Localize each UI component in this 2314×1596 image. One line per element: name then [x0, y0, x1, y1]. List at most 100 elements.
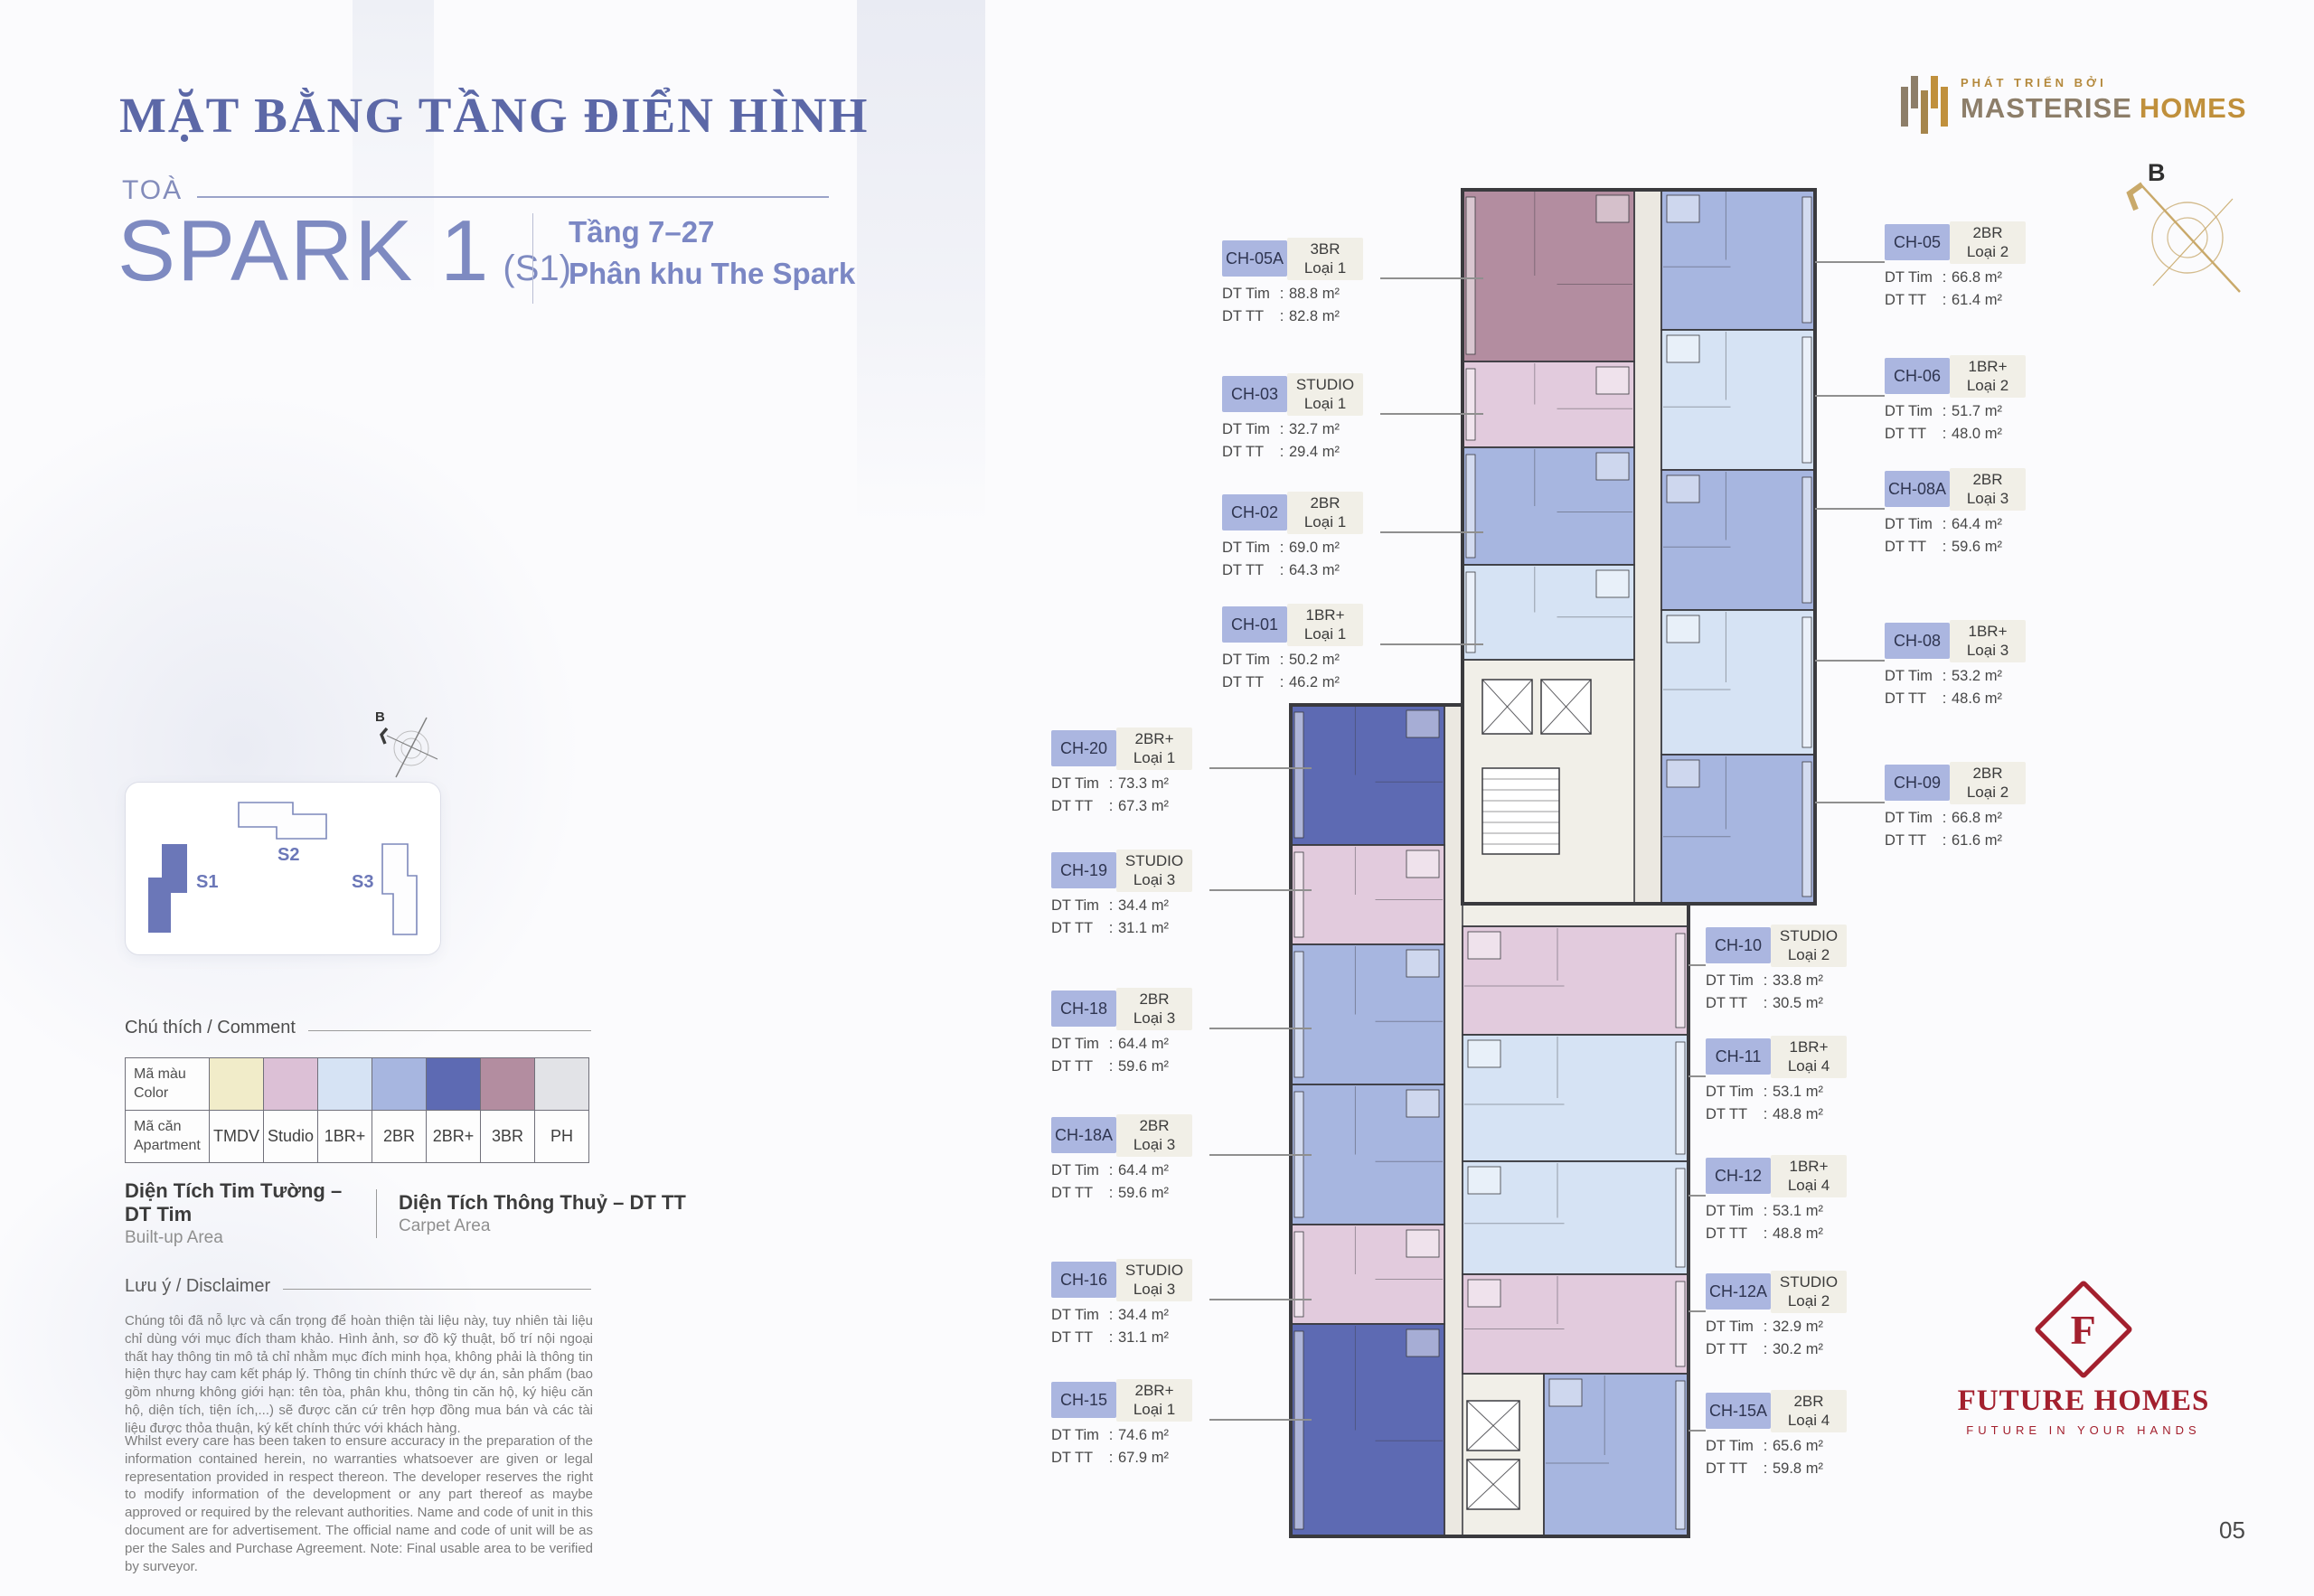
unit-variant-label: Loại 4 [1787, 1412, 1830, 1430]
unit-type-label: 2BR [1139, 1117, 1170, 1134]
dt-tt-label: DT TT [1051, 920, 1094, 937]
unit-type-box: 1BR+ Loại 4 [1771, 1036, 1847, 1078]
unit-type-box: 2BR Loại 2 [1950, 221, 2026, 264]
dt-tt-row: DT TT:67.9 m² [1051, 1449, 1209, 1468]
dt-tim-label: DT Tim [1051, 775, 1099, 792]
dt-tt-label: DT TT [1706, 1106, 1748, 1123]
floorplan-unit-CH-05A [1462, 189, 1635, 362]
floorplan-unit-CH-01 [1462, 564, 1635, 661]
dt-tim-label: DT Tim [1051, 1036, 1099, 1052]
dt-tim-label: DT Tim [1222, 286, 1270, 302]
legend-type-label: 3BR [481, 1111, 534, 1162]
dt-tt-label: DT TT [1222, 308, 1265, 325]
unit-code-badge: CH-15A [1706, 1393, 1771, 1429]
dt-tim-row: DT Tim:88.8 m² [1222, 285, 1380, 304]
developer-name-secondary: HOMES [2139, 92, 2247, 124]
dt-tim-label: DT Tim [1706, 1084, 1754, 1100]
callout-leader-line [1815, 395, 1885, 397]
dt-tim-value: 88.8 m² [1289, 286, 1340, 302]
unit-code-badge: CH-10 [1706, 927, 1771, 963]
dt-tim-value: 34.4 m² [1118, 897, 1169, 914]
building-label: TOÀ [122, 175, 183, 205]
unit-type-box: 1BR+ Loại 2 [1950, 355, 2026, 398]
dt-tim-value: 51.7 m² [1952, 403, 2002, 419]
dt-tt-row: DT TT:67.3 m² [1051, 797, 1209, 816]
unit-variant-label: Loại 2 [1966, 243, 2009, 261]
dt-tim-value: 33.8 m² [1773, 972, 1823, 989]
unit-type-label: 2BR [1972, 471, 2003, 488]
unit-type-box: 2BR Loại 3 [1116, 1114, 1192, 1157]
unit-type-box: 2BR+ Loại 1 [1116, 728, 1192, 770]
area-definitions: Diện Tích Tim Tường – DT Tim Built-up Ar… [125, 1179, 686, 1248]
legend-color-swatch-PH [535, 1058, 588, 1110]
unit-callout-row: CH-16 STUDIO Loại 3 [1051, 1259, 1312, 1302]
unit-type-label: 1BR+ [1789, 1158, 1829, 1175]
unit-type-label: 2BR+ [1134, 1382, 1174, 1399]
unit-callout-row: CH-12A STUDIO Loại 2 [1688, 1271, 1864, 1314]
dt-tt-row: DT TT:48.0 m² [1885, 425, 2043, 444]
dt-tt-label: DT TT [1885, 539, 1927, 556]
legend-color-swatch-2BR+ [427, 1058, 480, 1110]
dt-tim-row: DT Tim:34.4 m² [1051, 897, 1209, 915]
dt-tt-value: 61.6 m² [1952, 832, 2002, 850]
dt-tim-label: DT Tim [1051, 1427, 1099, 1443]
dt-tim-value: 66.8 m² [1952, 269, 2002, 286]
dt-tim-label: DT Tim [1885, 269, 1933, 286]
site-building-s2 [238, 802, 327, 840]
legend-color-swatch-1BR+ [318, 1058, 372, 1110]
dt-tim-row: DT Tim:33.8 m² [1706, 972, 1864, 990]
dt-tt-row: DT TT:30.2 m² [1706, 1340, 1864, 1359]
dt-tt-label: DT TT [1051, 1058, 1094, 1075]
unit-variant-label: Loại 1 [1133, 1401, 1176, 1419]
building-label-row: TOÀ [122, 175, 829, 206]
dt-tim-value: 34.4 m² [1118, 1307, 1169, 1323]
unit-type-box: 1BR+ Loại 1 [1287, 604, 1363, 646]
floorplan-unit-CH-02 [1462, 446, 1635, 566]
unit-callout-CH-06: CH-06 1BR+ Loại 2 DT Tim:51.7 m² DT TT:48.0 … [1815, 355, 2043, 444]
callout-leader-line [1209, 1299, 1312, 1300]
dt-tt-row: DT TT:64.3 m² [1222, 561, 1380, 580]
dt-tim-row: DT Tim:69.0 m² [1222, 539, 1380, 558]
callout-leader-line [1815, 508, 1885, 510]
legend-type-label: PH [535, 1111, 588, 1162]
dt-tt-value: 59.6 m² [1118, 1058, 1169, 1075]
dt-tt-label: DT TT [1885, 426, 1927, 443]
dt-tim-label: DT Tim [1706, 1319, 1754, 1335]
dt-tt-value: 46.2 m² [1289, 674, 1340, 691]
dt-tim-row: DT Tim:66.8 m² [1885, 268, 2043, 287]
unit-code-badge: CH-18 [1051, 990, 1116, 1027]
dt-tt-label: DT TT [1885, 690, 1927, 708]
unit-type-label: STUDIO [1124, 852, 1184, 869]
unit-callout-row: CH-11 1BR+ Loại 4 [1688, 1036, 1864, 1079]
publisher-name: FUTURE HOMES [1957, 1385, 2210, 1417]
floorplan-unit-CH-16 [1290, 1224, 1445, 1325]
callout-leader-line [1688, 1195, 1706, 1197]
unit-callout-row: CH-19 STUDIO Loại 3 [1051, 850, 1312, 893]
unit-type-box: STUDIO Loại 3 [1116, 850, 1192, 892]
unit-callout-CH-20: CH-20 2BR+ Loại 1 DT Tim:73.3 m² DT TT:67.3 … [1051, 728, 1312, 816]
unit-variant-label: Loại 1 [1303, 395, 1347, 413]
unit-type-box: STUDIO Loại 1 [1287, 373, 1363, 416]
callout-leader-line [1815, 261, 1885, 263]
legend-type-label: 2BR [372, 1111, 426, 1162]
unit-type-box: 3BR Loại 1 [1287, 238, 1363, 280]
unit-code-badge: CH-03 [1222, 376, 1287, 412]
unit-type-box: 2BR Loại 3 [1950, 468, 2026, 511]
dt-tt-value: 82.8 m² [1289, 308, 1340, 325]
zone-name: Phân khu The Spark [569, 257, 856, 290]
dt-tt-label: DT TT [1222, 674, 1265, 691]
future-homes-diamond-icon: F [2033, 1279, 2134, 1380]
unit-callout-CH-05: CH-05 2BR Loại 2 DT Tim:66.8 m² DT TT:61.4 m… [1815, 221, 2043, 310]
dt-tt-value: 48.8 m² [1773, 1106, 1823, 1123]
dt-tim-label: DT Tim [1706, 972, 1754, 989]
dt-tim-row: DT Tim:64.4 m² [1051, 1161, 1209, 1180]
unit-type-box: 1BR+ Loại 3 [1950, 620, 2026, 662]
unit-type-label: 3BR [1310, 240, 1340, 258]
unit-type-box: STUDIO Loại 2 [1771, 925, 1847, 967]
area-def-carpet: Diện Tích Thông Thuỷ – DT TT Carpet Area [399, 1191, 686, 1236]
future-homes-monogram: F [2070, 1306, 2097, 1353]
floors-block: Tầng 7–27 Phân khu The Spark [569, 217, 855, 291]
developer-name-primary: MASTERISE [1961, 92, 2132, 124]
header-divider [532, 213, 533, 304]
dt-tt-row: DT TT:48.8 m² [1706, 1105, 1864, 1124]
